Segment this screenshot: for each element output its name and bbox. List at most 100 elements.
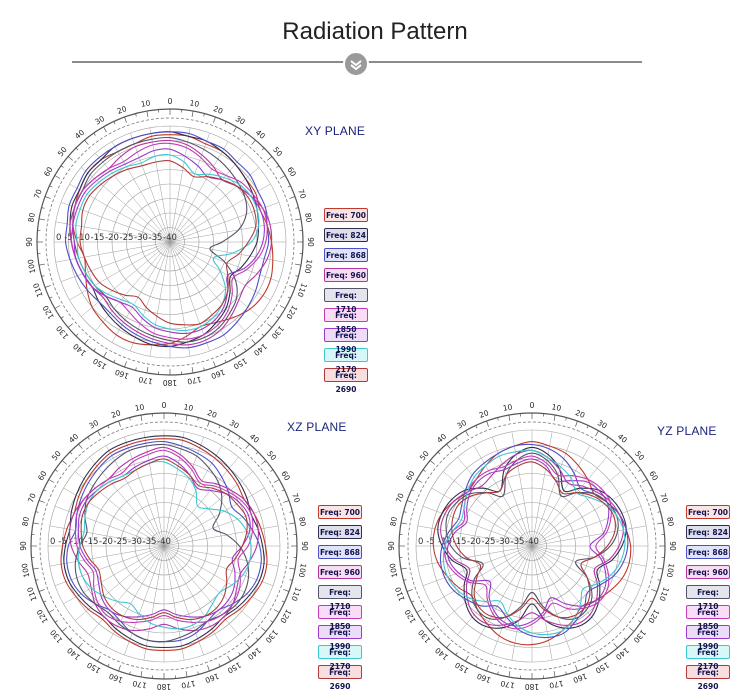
ring-tick xyxy=(422,620,426,623)
angle-tick-label: 60 xyxy=(36,469,49,482)
grid-spoke xyxy=(169,183,271,243)
ring-tick xyxy=(75,147,79,151)
ring-tick xyxy=(416,479,423,483)
ring-tick xyxy=(218,425,221,429)
grid-spoke xyxy=(89,456,165,547)
angle-tick-label: 50 xyxy=(265,449,278,462)
grid-spoke xyxy=(531,525,647,547)
ring-tick xyxy=(267,323,273,328)
ring-tick xyxy=(41,275,45,277)
angle-tick-label: 160 xyxy=(572,671,589,684)
grid-spoke xyxy=(422,545,533,586)
ring-tick xyxy=(641,609,648,613)
ring-tick xyxy=(224,359,227,363)
angle-tick-label: 10 xyxy=(551,402,562,413)
radial-tick-label: -20 xyxy=(467,537,481,547)
angle-tick-label: 0 xyxy=(530,401,535,410)
ring-tick xyxy=(613,643,618,649)
ring-tick xyxy=(606,652,609,656)
ring-tick xyxy=(75,333,79,337)
grid-spoke xyxy=(531,545,591,647)
ring-tick xyxy=(227,430,231,437)
ring-tick xyxy=(213,361,216,368)
grid-spoke xyxy=(492,436,533,547)
ring-tick xyxy=(54,620,58,623)
grid-spoke xyxy=(169,241,260,317)
grid-spoke xyxy=(163,545,265,605)
ring-tick xyxy=(465,430,469,437)
angle-tick-label: 50 xyxy=(418,449,431,462)
angle-tick-label: 40 xyxy=(248,432,261,445)
grid-spoke xyxy=(111,141,171,243)
angle-tick-label: 80 xyxy=(303,212,314,223)
angle-tick-label: 90 xyxy=(306,237,315,247)
ring-tick xyxy=(224,121,227,125)
angle-tick-label: 10 xyxy=(189,98,200,109)
grid-spoke xyxy=(417,525,533,547)
ring-tick xyxy=(273,609,280,613)
angle-tick-label: 40 xyxy=(435,432,448,445)
radial-tick-label: -10 xyxy=(438,537,452,547)
grid-spoke xyxy=(163,445,223,547)
ring-tick xyxy=(191,110,194,117)
angle-tick-label: 100 xyxy=(26,258,37,274)
angle-tick-label: 90 xyxy=(25,237,34,247)
ring-tick xyxy=(657,511,661,513)
angle-tick-label: 40 xyxy=(73,128,86,141)
ring-tick xyxy=(565,671,567,675)
ring-tick xyxy=(233,126,237,133)
ring-tick xyxy=(287,296,291,299)
legend-item-960: Freq: 960 xyxy=(686,565,730,579)
grid-spoke xyxy=(149,241,171,357)
angle-tick-label: 80 xyxy=(297,516,308,527)
angle-tick-label: 60 xyxy=(404,469,417,482)
angle-tick-label: 100 xyxy=(665,563,676,579)
grid-spoke xyxy=(163,545,274,586)
angle-tick-label: 180 xyxy=(525,682,540,691)
grid-spoke xyxy=(531,456,607,547)
grid-spoke xyxy=(531,506,642,547)
ring-tick xyxy=(629,460,635,465)
grid-spoke xyxy=(531,436,572,547)
ring-tick xyxy=(289,522,296,525)
angle-tick-label: 70 xyxy=(26,492,38,504)
grid-spoke xyxy=(531,545,622,621)
angle-tick-label: 160 xyxy=(204,671,221,684)
ring-tick xyxy=(118,665,121,672)
ring-tick xyxy=(107,425,110,429)
grid-spoke xyxy=(163,545,185,661)
grid-spoke xyxy=(442,545,533,621)
legend-item-824: Freq: 824 xyxy=(318,525,362,539)
grid-spoke xyxy=(69,183,171,243)
angle-tick-label: 50 xyxy=(50,449,63,462)
grid-spoke xyxy=(163,545,254,621)
angle-tick-label: 70 xyxy=(658,492,670,504)
ring-tick xyxy=(289,511,293,513)
dashed-ring xyxy=(407,421,657,671)
ring-tick xyxy=(54,305,61,309)
legend-item-824: Freq: 824 xyxy=(324,228,368,242)
angle-tick-label: 80 xyxy=(26,212,37,223)
ring-tick xyxy=(508,414,511,421)
ring-tick xyxy=(207,665,210,672)
radial-tick-label: -10 xyxy=(70,537,84,547)
ring-tick xyxy=(203,367,205,371)
ring-tick xyxy=(97,655,101,662)
ring-tick xyxy=(129,671,131,675)
grid-spoke xyxy=(531,471,622,547)
ring-tick xyxy=(586,663,589,667)
angle-tick-label: 130 xyxy=(263,628,279,645)
legend-item-1850: Freq: 1850 xyxy=(324,308,368,334)
ring-tick xyxy=(497,671,499,675)
angle-tick-label: 100 xyxy=(388,562,399,578)
radial-tick-label: -40 xyxy=(525,537,539,547)
angle-tick-label: 80 xyxy=(388,516,399,527)
angle-tick-label: 100 xyxy=(303,259,314,275)
grid-spoke xyxy=(69,241,171,301)
ring-tick xyxy=(411,600,415,603)
grid-spoke xyxy=(511,545,533,661)
angle-tick-label: 130 xyxy=(631,628,647,645)
series-line-2690 xyxy=(451,461,616,619)
ring-tick xyxy=(185,414,188,421)
series-line-2690 xyxy=(79,159,257,326)
